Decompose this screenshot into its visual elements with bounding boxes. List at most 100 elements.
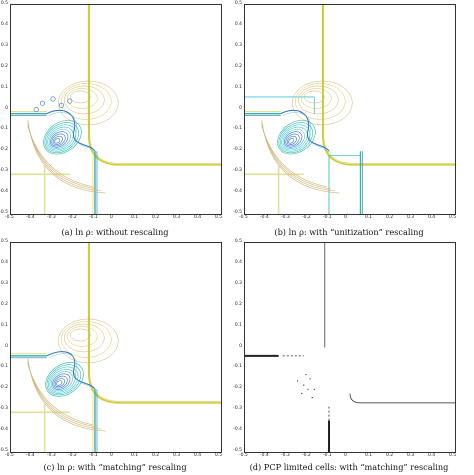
panel-c: (c) ln ρ: with “matching” rescaling -0.5… xyxy=(0,238,237,475)
shock-front-line xyxy=(89,5,221,164)
vortex-contour xyxy=(53,375,68,389)
vortex-contour xyxy=(284,131,303,148)
contour-loop xyxy=(301,88,332,109)
x-tick-label: 0 xyxy=(344,453,347,458)
shock-front-line xyxy=(87,243,221,404)
vortex-contour xyxy=(52,135,63,145)
x-tick-label: 0 xyxy=(110,215,113,220)
y-tick-label: -0.2 xyxy=(0,385,8,391)
x-tick-label: -0.5 xyxy=(239,453,248,458)
contour-loop xyxy=(61,321,112,358)
vortex-contour xyxy=(56,380,63,386)
y-tick-label: 0.5 xyxy=(0,239,8,244)
shock-front-line xyxy=(87,5,221,166)
shock-front-line xyxy=(323,5,455,164)
x-tick-label: 0.4 xyxy=(428,215,436,220)
x-tick-label: -0.5 xyxy=(5,453,14,458)
x-tick-label: 0.1 xyxy=(131,215,139,220)
contour-loop xyxy=(58,318,119,364)
y-tick-label: 0.2 xyxy=(0,63,8,69)
contour-loop xyxy=(58,80,119,126)
limited-cell-point xyxy=(307,388,309,390)
jet-contour xyxy=(280,109,330,152)
x-tick-label: 0.2 xyxy=(386,453,394,458)
y-tick-label: -0.3 xyxy=(233,406,242,412)
y-tick-label: 0.1 xyxy=(0,84,8,90)
plot-frame-d xyxy=(244,242,456,453)
y-tick-label: -0.5 xyxy=(0,210,8,215)
contour-plot-b xyxy=(245,5,455,214)
panel-b: (b) ln ρ: with “unitization” rescaling -… xyxy=(233,0,474,237)
x-tick-label: -0.4 xyxy=(26,215,35,220)
x-tick-label: 0.1 xyxy=(131,453,139,458)
contour-arc xyxy=(27,364,93,426)
vortex-contour xyxy=(48,366,79,394)
x-tick-label: 0.4 xyxy=(194,453,202,458)
x-tick-label: 0.4 xyxy=(428,453,436,458)
vortex-contour xyxy=(281,126,308,151)
vortex-contour xyxy=(50,131,69,148)
y-tick-label: 0.3 xyxy=(234,280,242,286)
x-tick-label: 0.1 xyxy=(365,215,373,220)
contour-loop xyxy=(67,88,98,109)
y-tick-label: 0.3 xyxy=(234,42,242,48)
x-tick-label: 0.2 xyxy=(386,215,394,220)
y-tick-label: 0.4 xyxy=(0,259,8,265)
x-tick-label: -0.2 xyxy=(302,453,311,458)
limited-cell-point xyxy=(303,384,305,386)
jet-contour xyxy=(46,351,96,390)
y-tick-label: -0.4 xyxy=(0,427,8,433)
vortex-contour xyxy=(285,133,300,147)
plot-frame-c xyxy=(10,242,222,453)
contour-loop xyxy=(70,90,91,104)
x-tick-label: 0.5 xyxy=(215,453,223,458)
x-tick-label: -0.3 xyxy=(47,215,56,220)
y-tick-label: -0.1 xyxy=(0,364,8,370)
noise-blob xyxy=(58,102,64,108)
x-tick-label: -0.4 xyxy=(26,453,35,458)
x-tick-label: -0.1 xyxy=(323,215,332,220)
plot-frame-b xyxy=(244,4,456,215)
caption-b: (b) ln ρ: with “unitization” rescaling xyxy=(274,227,424,237)
contour-arc xyxy=(27,119,106,194)
x-tick-label: 0.4 xyxy=(194,215,202,220)
x-tick-label: -0.2 xyxy=(68,215,77,220)
y-tick-label: 0.4 xyxy=(234,259,242,265)
noise-blob xyxy=(33,107,39,113)
y-tick-label: 0.3 xyxy=(0,42,8,48)
limited-cell-point xyxy=(301,392,303,395)
contour-loop xyxy=(298,85,339,115)
y-tick-label: 0 xyxy=(5,105,8,111)
limited-cell-point xyxy=(313,388,315,390)
contour-arc xyxy=(27,126,93,188)
x-tick-label: -0.1 xyxy=(89,215,98,220)
contour-arc xyxy=(261,119,340,194)
y-tick-label: -0.2 xyxy=(233,147,242,153)
vortex-contour xyxy=(278,122,313,154)
contour-loop xyxy=(295,83,346,120)
vortex-contour xyxy=(48,129,71,149)
vortex-contour xyxy=(46,364,82,396)
vortex-contour xyxy=(286,135,297,145)
y-tick-label: -0.1 xyxy=(0,126,8,132)
caption-c: (c) ln ρ: with “matching” rescaling xyxy=(43,462,187,472)
x-tick-label: -0.5 xyxy=(239,215,248,220)
x-tick-label: -0.3 xyxy=(281,453,290,458)
y-tick-label: -0.5 xyxy=(0,448,8,453)
y-tick-label: -0.3 xyxy=(0,406,8,412)
panel-d: (d) PCP limited cells: with “matching” r… xyxy=(233,238,474,475)
cells-plot-d xyxy=(245,243,455,452)
vortex-contour xyxy=(277,119,316,155)
y-tick-label: -0.4 xyxy=(233,427,242,433)
shock-front-line xyxy=(89,243,221,402)
limited-cell-point xyxy=(296,380,299,382)
vortex-contour xyxy=(45,362,84,397)
y-tick-label: 0.2 xyxy=(234,63,242,69)
y-tick-label: -0.1 xyxy=(233,364,242,370)
x-tick-label: -0.3 xyxy=(281,215,290,220)
x-tick-label: 0.5 xyxy=(215,215,223,220)
contour-loop xyxy=(64,323,105,353)
y-tick-label: 0.1 xyxy=(0,322,8,328)
limited-cells-line xyxy=(349,393,455,404)
y-tick-label: 0 xyxy=(239,105,242,111)
